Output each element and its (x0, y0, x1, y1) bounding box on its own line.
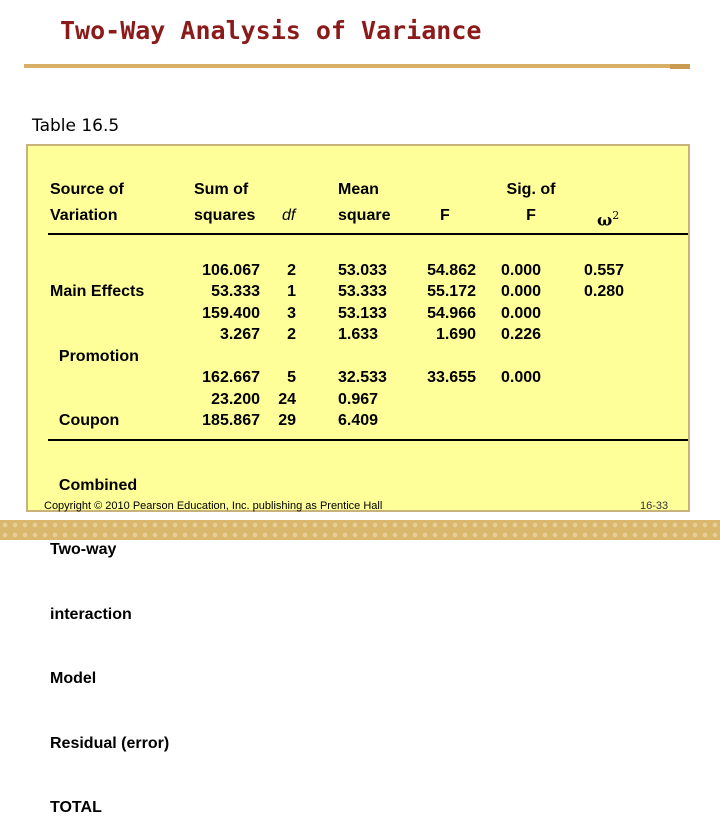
cell-value: 53.333 (211, 283, 260, 300)
cell-value: 2 (287, 326, 296, 343)
cell-value: 185.867 (202, 412, 260, 429)
mean-square-group1: 53.033 53.333 53.133 1.633 (338, 260, 387, 346)
row-label: TOTAL (50, 799, 102, 816)
sig-group2: 0.000 (501, 367, 541, 389)
anova-table-panel (26, 144, 690, 512)
cell-value: 33.655 (427, 369, 476, 386)
header-mean-square-line1: Mean (338, 181, 379, 198)
cell-value: 159.400 (202, 304, 260, 322)
cell-value: 29 (278, 412, 296, 429)
row-label: Model (50, 670, 97, 687)
cell-value: 1.633 (338, 326, 379, 343)
table-bottom-divider (48, 439, 688, 441)
row-label: Promotion (50, 347, 139, 365)
page-number: 16-33 (640, 500, 669, 512)
f-group2: 33.655 (410, 367, 476, 389)
header-df: df (282, 207, 296, 224)
cell-value: 2 (287, 261, 296, 279)
cell-value: 0.000 (501, 304, 542, 322)
copyright-notice: Copyright © 2010 Pearson Education, Inc.… (44, 500, 383, 512)
cell-value: 53.333 (338, 283, 387, 300)
title-underline-end (670, 64, 690, 69)
cell-value: 53.033 (338, 261, 387, 279)
cell-value: 0.967 (338, 390, 379, 408)
header-sum-squares: Sum of squares (194, 177, 255, 229)
cell-value: 1.690 (435, 326, 476, 343)
header-f: F (440, 207, 450, 224)
header-mean-square: Mean square (338, 177, 390, 229)
header-sum-squares-line2: squares (194, 207, 256, 224)
header-sum-squares-line1: Sum of (194, 181, 249, 198)
header-sig-f: Sig. of F (496, 177, 566, 229)
header-source-line1: Source of (50, 181, 124, 198)
cell-value: 0.280 (584, 283, 625, 300)
row-label: Combined (50, 476, 138, 494)
cell-value: 1 (287, 283, 296, 300)
cell-value: 23.200 (211, 390, 260, 408)
sum-squares-group1: 106.067 53.333 159.400 3.267 (190, 260, 260, 346)
table-caption: Table 16.5 (32, 116, 120, 136)
omega-squared-column: 0.557 0.280 (584, 260, 624, 303)
header-sig-f-line1: Sig. of (506, 181, 556, 198)
cell-value: 54.862 (427, 261, 476, 279)
row-label: Two-way (50, 541, 117, 558)
header-source-line2: Variation (50, 207, 118, 224)
header-sig-f-line2: F (526, 207, 536, 224)
slide-title: Two-Way Analysis of Variance (60, 16, 482, 45)
omega-symbol: ω (597, 210, 613, 230)
cell-value: 0.000 (501, 261, 542, 279)
cell-value: 0.226 (501, 326, 542, 343)
cell-value: 162.667 (202, 369, 260, 386)
df-group1: 2 1 3 2 (270, 260, 296, 346)
header-divider (48, 233, 688, 235)
mean-square-group2: 32.533 0.967 6.409 (338, 367, 387, 432)
cell-value: 106.067 (202, 261, 260, 279)
cell-value: 0.557 (584, 261, 625, 279)
cell-value: 53.133 (338, 304, 387, 322)
f-group1: 54.862 55.172 54.966 1.690 (410, 260, 476, 346)
cell-value: 3.267 (219, 326, 260, 343)
cell-value: 32.533 (338, 369, 387, 386)
title-underline (24, 64, 690, 68)
row-label: interaction (50, 605, 132, 623)
cell-value: 5 (287, 369, 296, 386)
omega-superscript: 2 (612, 209, 620, 222)
cell-value: 0.000 (501, 369, 542, 386)
cell-value: 0.000 (501, 283, 542, 300)
cell-value: 6.409 (338, 412, 379, 429)
header-mean-square-line2: square (338, 207, 391, 224)
cell-value: 24 (278, 390, 296, 408)
footer-band-pattern (0, 520, 720, 540)
cell-value: 3 (287, 304, 296, 322)
header-omega-squared: ω2 (597, 203, 619, 233)
row-label: Residual (error) (50, 734, 170, 752)
sig-group1: 0.000 0.000 0.000 0.226 (501, 260, 541, 346)
cell-value: 55.172 (427, 283, 476, 300)
row-label: Coupon (50, 412, 120, 429)
row-label: Main Effects (50, 283, 145, 300)
cell-value: 54.966 (427, 304, 476, 322)
df-group2: 5 24 29 (270, 367, 296, 432)
header-source: Source of Variation (50, 177, 124, 229)
sum-squares-group2: 162.667 23.200 185.867 (190, 367, 260, 432)
